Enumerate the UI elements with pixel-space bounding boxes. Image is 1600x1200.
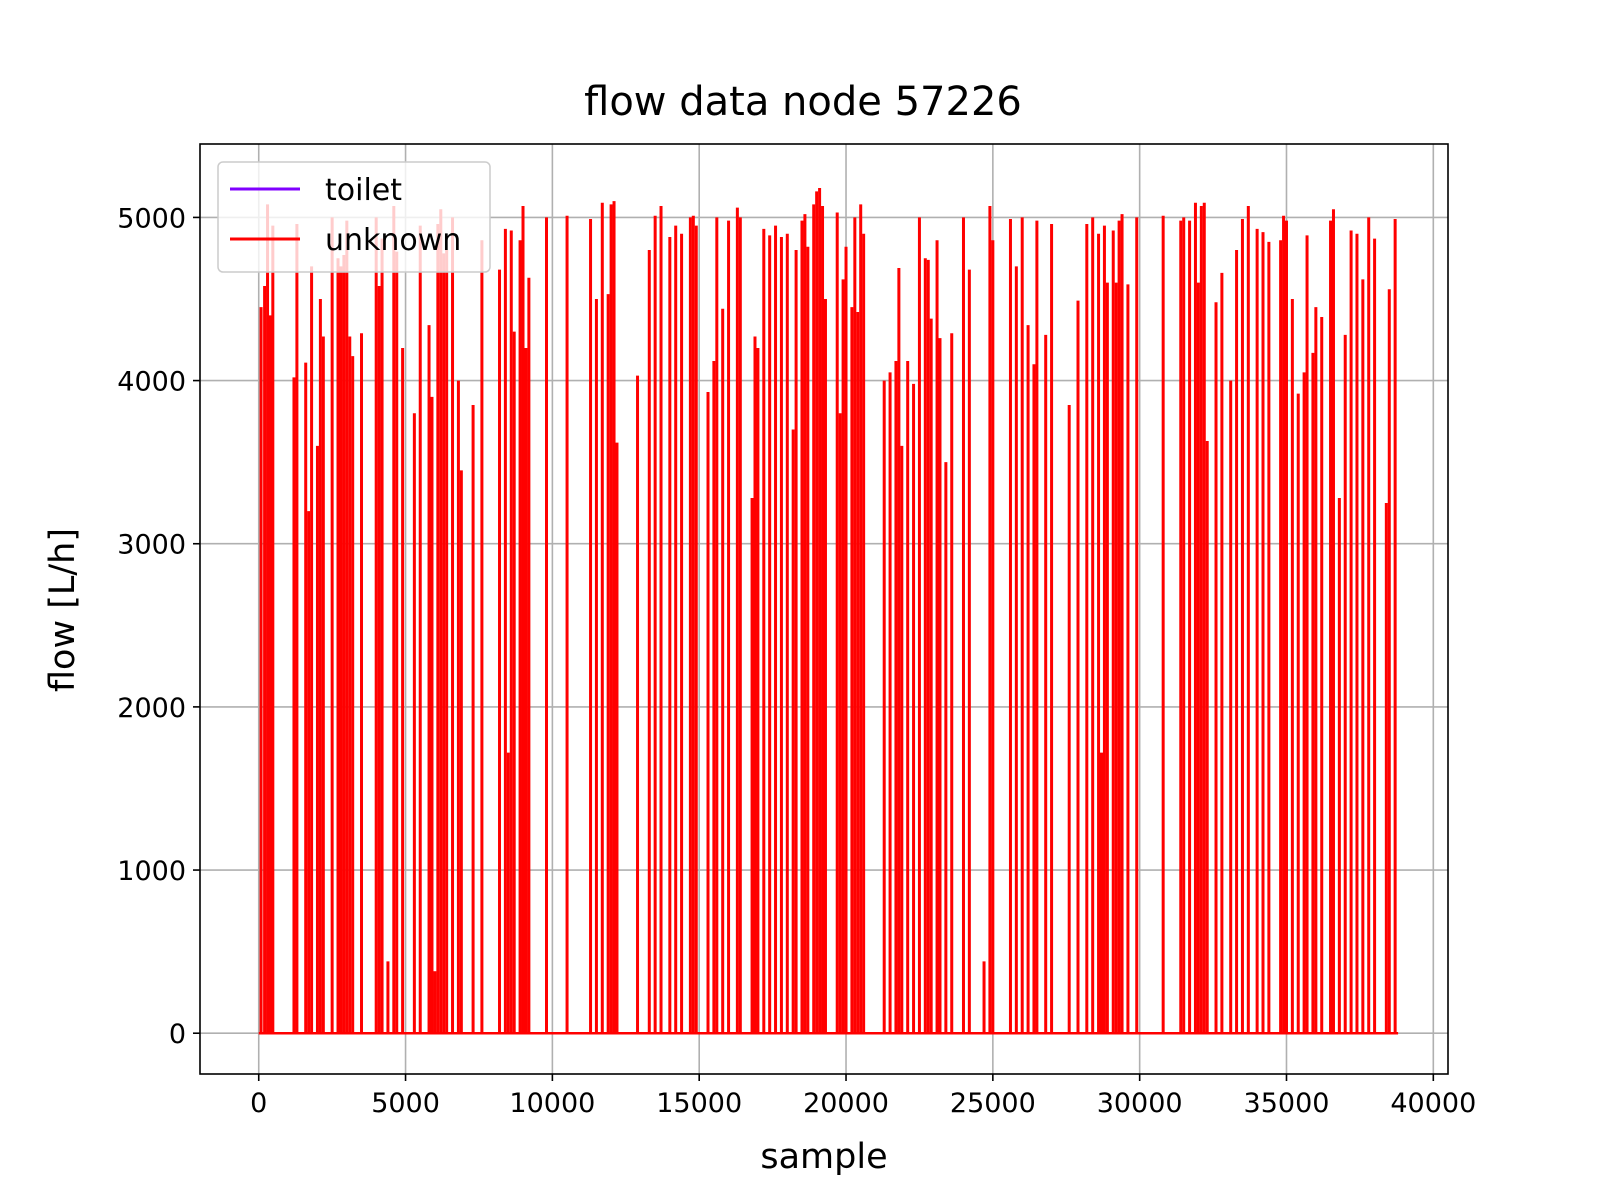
y-tick-label: 5000	[117, 203, 186, 234]
axis-ticks: 0 5000 10000 15000 20000 25000 30000 35000 40000…	[117, 203, 1476, 1119]
x-tick-label: 0	[250, 1088, 267, 1119]
y-tick-label: 4000	[117, 367, 186, 398]
legend-label-toilet: toilet	[325, 173, 402, 208]
x-tick-label: 15000	[656, 1088, 742, 1119]
x-tick-label: 25000	[950, 1088, 1036, 1119]
x-tick-label: 40000	[1390, 1088, 1476, 1119]
y-tick-label: 3000	[117, 530, 186, 561]
y-tick-label: 2000	[117, 693, 186, 724]
series-unknown	[258, 188, 1399, 1035]
y-tick-label: 0	[169, 1019, 186, 1050]
x-axis-label: sample	[760, 1137, 887, 1177]
x-tick-label: 30000	[1097, 1088, 1183, 1119]
x-tick-label: 10000	[509, 1088, 595, 1119]
legend: toilet unknown	[217, 161, 491, 273]
chart-title: flow data node 57226	[584, 79, 1022, 125]
x-tick-label: 35000	[1244, 1088, 1330, 1119]
x-tick-label: 20000	[803, 1088, 889, 1119]
legend-label-unknown: unknown	[325, 223, 461, 258]
y-axis-label: flow [L/h]	[43, 528, 83, 692]
plot-frame	[199, 143, 1449, 1075]
series-layer	[258, 188, 1399, 1035]
y-tick-label: 1000	[117, 856, 186, 887]
x-tick-label: 5000	[371, 1088, 440, 1119]
